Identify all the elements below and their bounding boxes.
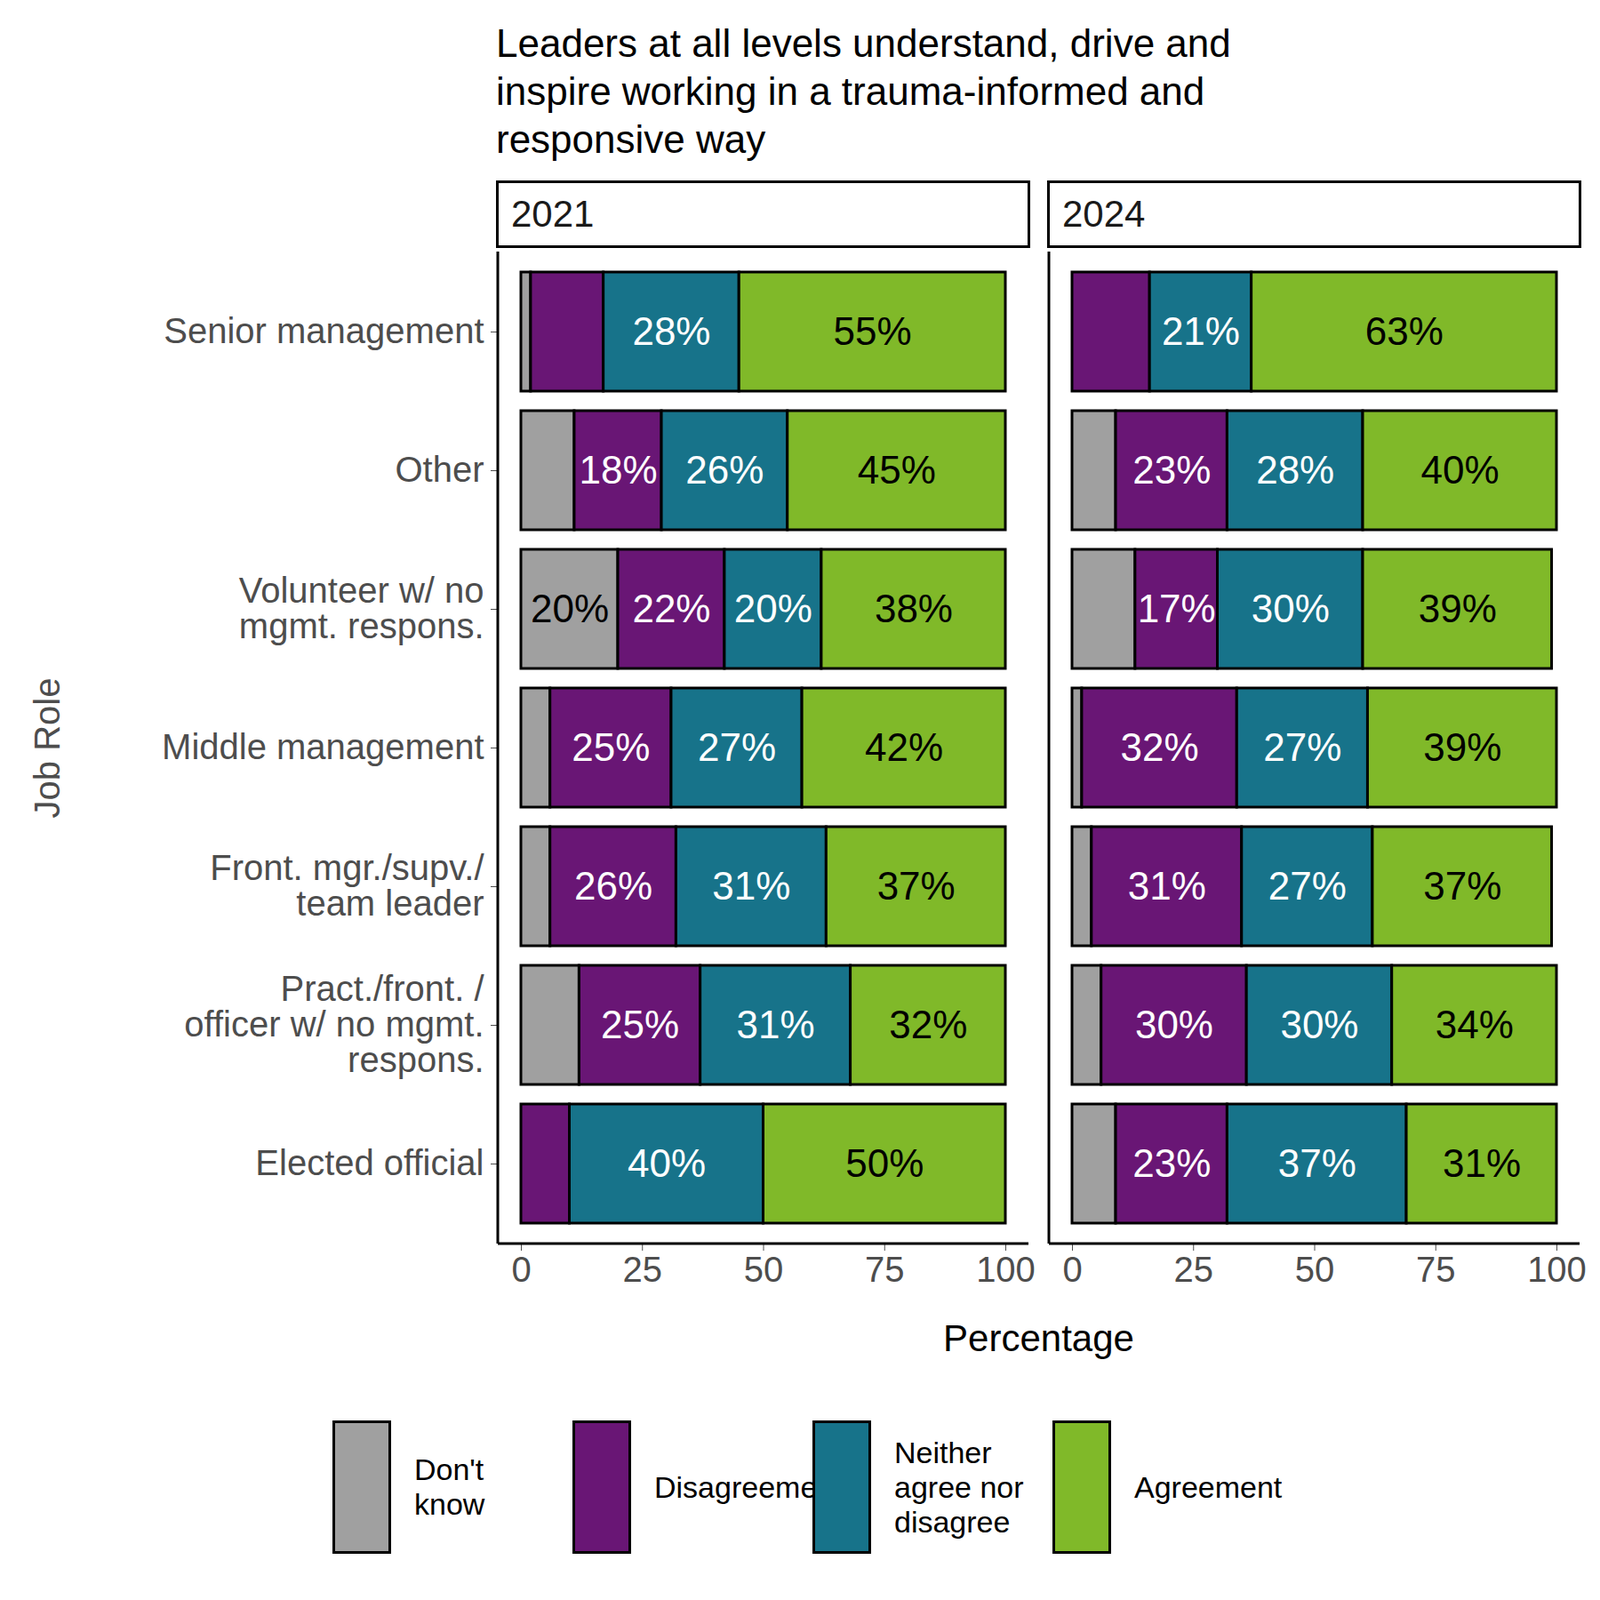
svg-text:Front. mgr./supv./team leader: Front. mgr./supv./team leader	[209, 848, 485, 923]
svg-text:25: 25	[623, 1249, 664, 1289]
svg-text:38%: 38%	[874, 586, 953, 631]
svg-text:75: 75	[1416, 1249, 1456, 1289]
svg-text:31%: 31%	[736, 1002, 816, 1047]
svg-text:28%: 28%	[632, 309, 711, 353]
svg-text:34%: 34%	[1435, 1002, 1514, 1047]
svg-text:42%: 42%	[864, 725, 944, 769]
svg-text:21%: 21%	[1161, 309, 1240, 353]
svg-text:40%: 40%	[627, 1141, 706, 1185]
svg-text:Middle management: Middle management	[161, 727, 484, 767]
svg-text:39%: 39%	[1418, 586, 1497, 631]
svg-text:30%: 30%	[1135, 1002, 1214, 1047]
html-text:Percentage: Percentage	[943, 1317, 1135, 1360]
svg-text:27%: 27%	[697, 725, 776, 769]
svg-text:Senior management: Senior management	[163, 311, 484, 351]
svg-text:Job Role: Job Role	[27, 678, 67, 819]
svg-text:26%: 26%	[574, 864, 653, 908]
svg-text:37%: 37%	[877, 864, 956, 908]
svg-text:45%: 45%	[857, 448, 936, 492]
svg-text:27%: 27%	[1268, 864, 1347, 908]
svg-text:50%: 50%	[845, 1141, 924, 1185]
svg-text:50: 50	[1295, 1249, 1336, 1289]
svg-text:37%: 37%	[1423, 864, 1502, 908]
svg-text:23%: 23%	[1132, 448, 1211, 492]
svg-text:0: 0	[511, 1249, 531, 1289]
svg-text:25%: 25%	[571, 725, 650, 769]
svg-text:100: 100	[976, 1249, 1036, 1289]
html-text:Leaders at all levels understa: Leaders at all levels understand, drive …	[496, 21, 1231, 161]
svg-text:75: 75	[864, 1249, 905, 1289]
svg-text:31%: 31%	[712, 864, 791, 908]
html-text:Agreement: Agreement	[1134, 1469, 1283, 1504]
html-text:Disagreement: Disagreement	[654, 1469, 843, 1504]
svg-text:25: 25	[1174, 1249, 1215, 1289]
svg-text:31%: 31%	[1128, 864, 1207, 908]
svg-text:40%: 40%	[1420, 448, 1499, 492]
svg-text:18%: 18%	[578, 448, 657, 492]
html-text:Don't know: Don't know	[414, 1452, 485, 1521]
svg-text:20%: 20%	[734, 586, 813, 631]
svg-text:25%: 25%	[600, 1002, 680, 1047]
svg-text:28%: 28%	[1256, 448, 1335, 492]
svg-text:32%: 32%	[888, 1002, 968, 1047]
html-text:2021: 2021	[511, 192, 595, 235]
svg-text:Pract./front. /officer w/ no m: Pract./front. /officer w/ no mgmt.respon…	[184, 968, 485, 1080]
svg-text:26%: 26%	[685, 448, 764, 492]
svg-text:100: 100	[1527, 1249, 1587, 1289]
svg-text:37%: 37%	[1278, 1141, 1357, 1185]
svg-text:0: 0	[1062, 1249, 1082, 1289]
svg-text:23%: 23%	[1132, 1141, 1211, 1185]
svg-text:50: 50	[744, 1249, 784, 1289]
svg-text:32%: 32%	[1120, 725, 1200, 769]
svg-text:17%: 17%	[1137, 586, 1216, 631]
svg-text:39%: 39%	[1423, 725, 1502, 769]
svg-text:30%: 30%	[1280, 1002, 1359, 1047]
html-text:Neither agree nor disagree: Neither agree nor disagree	[894, 1435, 1024, 1539]
html-text:2024: 2024	[1062, 192, 1146, 235]
svg-text:Volunteer w/ nomgmt. respons.: Volunteer w/ nomgmt. respons.	[239, 570, 485, 646]
svg-text:30%: 30%	[1251, 586, 1330, 631]
svg-text:31%: 31%	[1442, 1141, 1521, 1185]
svg-text:22%: 22%	[632, 586, 711, 631]
svg-text:55%: 55%	[833, 309, 912, 353]
svg-text:63%: 63%	[1365, 309, 1444, 353]
svg-text:Elected official: Elected official	[255, 1143, 484, 1183]
svg-text:Other: Other	[394, 449, 484, 489]
svg-text:27%: 27%	[1263, 725, 1342, 769]
svg-text:20%: 20%	[530, 586, 609, 631]
